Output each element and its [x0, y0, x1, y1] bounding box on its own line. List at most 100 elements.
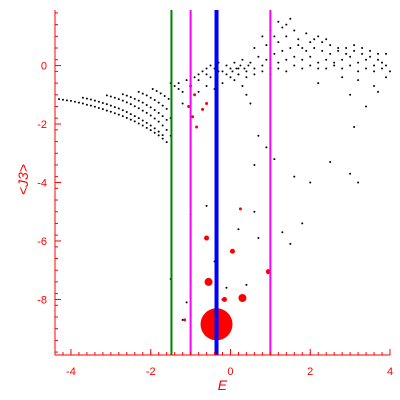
data-point [233, 79, 236, 82]
data-point [341, 58, 344, 61]
data-point [281, 26, 284, 29]
data-point [289, 242, 292, 245]
data-point [177, 82, 180, 85]
data-point [289, 17, 292, 20]
data-point [277, 20, 280, 23]
data-point [369, 55, 372, 58]
data-point [141, 119, 144, 122]
data-point [145, 121, 148, 124]
data-point [77, 101, 80, 104]
data-point [385, 52, 388, 55]
data-point [265, 146, 268, 149]
data-point [117, 113, 120, 116]
data-point [377, 58, 380, 61]
data-point [197, 73, 200, 76]
data-point [93, 99, 96, 102]
data-point [309, 64, 312, 67]
data-point [65, 99, 68, 102]
data-point [157, 130, 160, 133]
data-point [361, 52, 364, 55]
data-point [365, 105, 368, 108]
data-point [345, 47, 348, 50]
data-point [125, 111, 128, 114]
vertical-lines [170, 10, 272, 355]
data-point [149, 96, 152, 99]
data-point [289, 47, 292, 50]
data-point [249, 61, 252, 64]
y-axis-title: <J3> [15, 164, 31, 195]
data-point [235, 67, 238, 70]
data-point [321, 49, 324, 52]
data-point [238, 293, 247, 302]
data-point [109, 110, 112, 113]
data-point [357, 79, 360, 82]
data-point [285, 58, 288, 61]
data-point [337, 49, 340, 52]
data-point [357, 70, 360, 73]
y-tick-label: -4 [37, 178, 47, 190]
data-point [165, 107, 168, 110]
data-point [165, 141, 168, 144]
data-point [357, 61, 360, 64]
data-point [353, 49, 356, 52]
y-tick-label: -2 [37, 119, 47, 131]
y-tick-label: -6 [37, 236, 47, 248]
data-point [385, 64, 388, 67]
data-point [353, 125, 356, 128]
data-point [373, 70, 376, 73]
data-point [381, 61, 384, 64]
data-point [205, 102, 209, 106]
data-point [129, 113, 132, 116]
data-point [97, 100, 100, 103]
data-point [113, 106, 116, 109]
data-point [117, 107, 120, 110]
data-point [229, 248, 235, 254]
data-point [245, 93, 248, 96]
data-point [151, 87, 154, 90]
data-point [349, 55, 352, 58]
data-point [204, 235, 210, 241]
data-point [277, 67, 280, 70]
data-point [301, 222, 304, 225]
data-point [281, 49, 284, 52]
data-point [377, 90, 380, 93]
data-point [247, 64, 250, 67]
data-point [153, 117, 156, 120]
data-point [195, 125, 199, 129]
data-point [317, 82, 320, 85]
data-point [141, 92, 144, 95]
data-point [237, 228, 240, 231]
data-point [149, 114, 152, 117]
data-point [313, 38, 316, 41]
data-point [137, 122, 140, 125]
data-point [297, 38, 300, 41]
data-point [141, 101, 144, 104]
data-point [204, 277, 213, 286]
data-point [73, 100, 76, 103]
data-point [301, 47, 304, 50]
data-point [221, 82, 224, 85]
data-point [109, 95, 112, 98]
data-point [161, 115, 164, 118]
data-point [185, 79, 188, 82]
data-point [253, 47, 256, 50]
data-point [357, 181, 360, 184]
data-point [243, 67, 246, 70]
data-point [293, 29, 296, 32]
data-point [377, 52, 380, 55]
data-point [177, 87, 180, 90]
data-point [61, 98, 64, 101]
data-point [245, 76, 248, 79]
data-point [277, 61, 280, 64]
data-point [145, 111, 148, 114]
data-point [145, 104, 148, 107]
data-point [205, 73, 208, 76]
data-point [191, 115, 195, 119]
data-point [81, 102, 84, 105]
data-point [181, 102, 184, 105]
data-point [229, 76, 232, 79]
data-point [93, 105, 96, 108]
data-point [261, 64, 264, 67]
data-point [181, 90, 184, 93]
data-point [117, 98, 120, 101]
